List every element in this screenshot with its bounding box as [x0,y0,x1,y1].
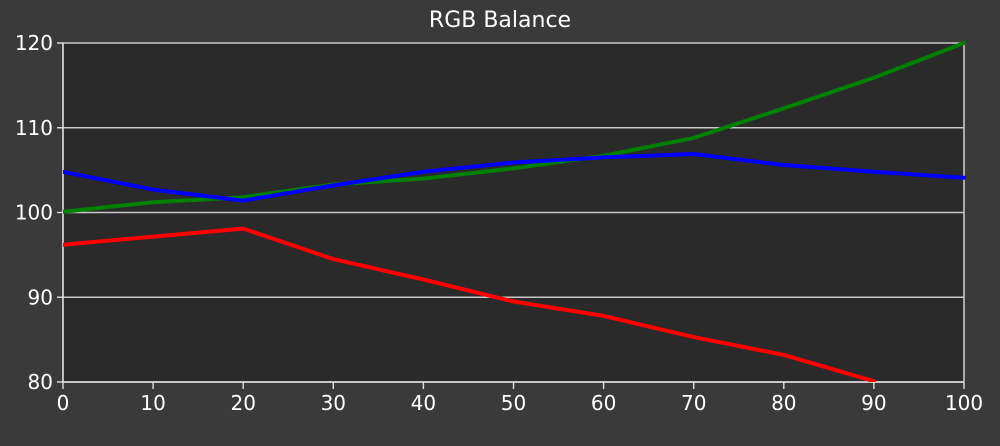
chart-title: RGB Balance [428,8,572,33]
x-tick-label: 10 [140,391,165,415]
x-tick-label: 40 [411,391,436,415]
series-line-blue [63,152,966,203]
y-tick-label: 100 [15,201,53,225]
series-line-red [63,226,876,382]
y-tick-label: 80 [28,370,53,394]
x-tick-label: 100 [945,391,983,415]
x-tick-label: 0 [57,391,70,415]
x-tick-label: 70 [681,391,706,415]
x-tick-label: 50 [501,391,526,415]
y-tick-label: 120 [15,31,53,55]
y-tick-label: 90 [28,285,53,309]
y-tick-label: 110 [15,116,53,140]
x-tick-label: 30 [321,391,346,415]
x-tick-label: 20 [230,391,255,415]
x-tick-label: 80 [771,391,796,415]
x-tick-label: 60 [591,391,616,415]
x-tick-label: 90 [861,391,886,415]
